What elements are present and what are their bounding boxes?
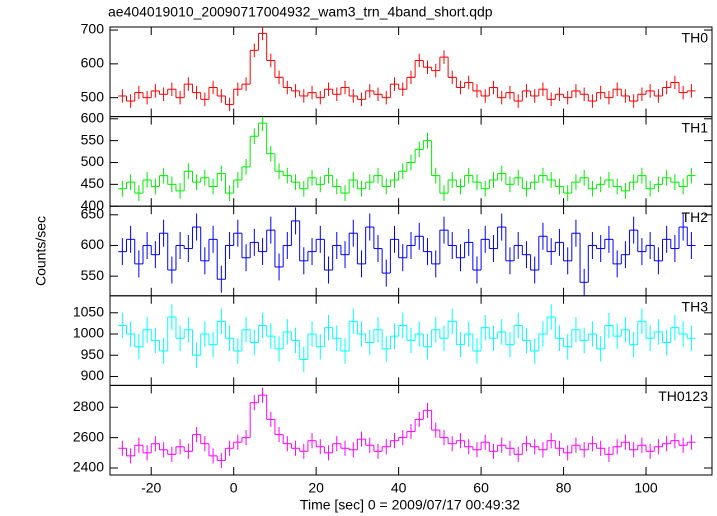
x-tick-label: 0 — [230, 480, 238, 496]
y-tick-label: 900 — [81, 367, 105, 383]
y-tick-label: 600 — [81, 109, 105, 125]
x-tick-label: 80 — [556, 480, 572, 496]
y-tick-label: 1000 — [73, 325, 104, 341]
panel-label: TH2 — [682, 209, 709, 225]
y-tick-label: 450 — [81, 175, 105, 191]
y-tick-label: 500 — [81, 153, 105, 169]
x-tick-label: 20 — [308, 480, 324, 496]
y-tick-label: 650 — [81, 205, 105, 221]
y-tick-label: 550 — [81, 131, 105, 147]
panel-frame — [109, 384, 713, 476]
y-tick-label: 2400 — [73, 459, 104, 475]
y-tick-label: 600 — [81, 236, 105, 252]
panel-label: TH3 — [682, 299, 709, 315]
y-tick-label: 2800 — [73, 398, 104, 414]
panel-label: TH1 — [682, 119, 709, 135]
chart-title: ae404019010_20090717004932_wam3_trn_4ban… — [108, 4, 493, 20]
y-tick-label: 500 — [81, 88, 105, 104]
y-tick-label: 550 — [81, 267, 105, 283]
y-tick-label: 600 — [81, 55, 105, 71]
x-tick-label: 100 — [634, 480, 658, 496]
y-tick-label: 1050 — [73, 303, 104, 319]
x-tick-label: 60 — [473, 480, 489, 496]
y-axis-label: Counts/sec — [33, 216, 49, 286]
panel-label: TH0123 — [658, 388, 708, 404]
y-tick-label: 950 — [81, 346, 105, 362]
y-tick-label: 700 — [81, 21, 105, 37]
y-tick-label: 2600 — [73, 428, 104, 444]
panel-label: TH0 — [682, 30, 709, 46]
x-tick-label: 40 — [391, 480, 407, 496]
x-axis-label: Time [sec] 0 = 2009/07/17 00:49:32 — [300, 497, 520, 513]
x-tick-label: -20 — [141, 480, 161, 496]
y-tick-label: 400 — [81, 197, 105, 213]
